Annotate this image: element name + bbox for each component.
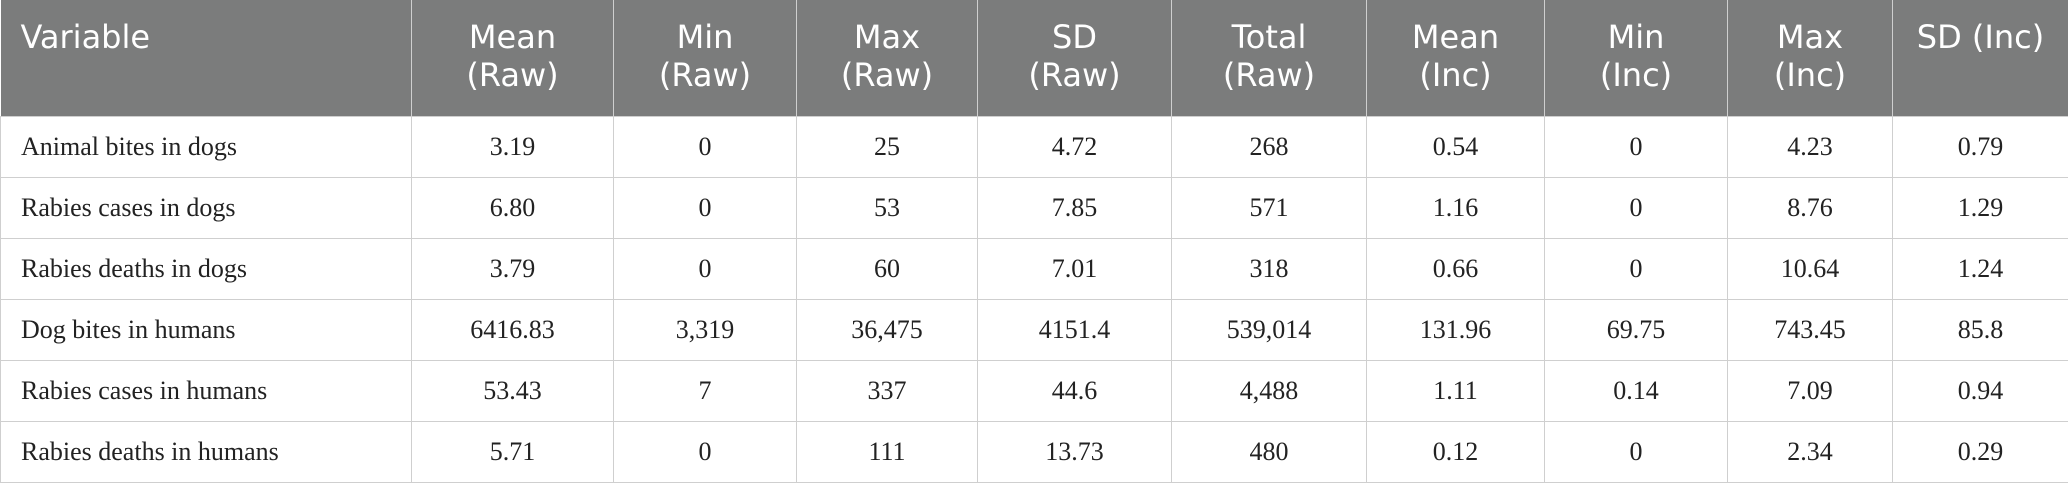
header-line: (Raw) (466, 56, 559, 94)
table-cell: 0.79 (1892, 115, 2068, 178)
table-cell: 111 (796, 420, 978, 483)
table-cell: 0.12 (1366, 420, 1545, 483)
column-header: Min (Raw) (613, 0, 797, 116)
column-header: SD (Raw) (977, 0, 1172, 116)
table-cell: 0 (1544, 176, 1728, 239)
row-label: Dog bites in humans (0, 298, 412, 361)
table-cell: 0.94 (1892, 359, 2068, 422)
table-cell: 7.01 (977, 237, 1172, 300)
row-label: Animal bites in dogs (0, 115, 412, 178)
table-cell: 8.76 (1727, 176, 1893, 239)
table-cell: 10.64 (1727, 237, 1893, 300)
table-cell: 2.34 (1727, 420, 1893, 483)
table-cell: 0 (1544, 237, 1728, 300)
table-cell: 4151.4 (977, 298, 1172, 361)
table-cell: 0.29 (1892, 420, 2068, 483)
header-line: Max (1776, 18, 1844, 56)
table-cell: 1.24 (1892, 237, 2068, 300)
table-header: Variable Mean (Raw) Min (Raw) Max (Raw) SD (Raw)… (0, 0, 2068, 116)
table-body: Animal bites in dogs 3.19 0 25 4.72 268 0.54 0 4… (0, 115, 2068, 483)
table-cell: 0 (613, 176, 797, 239)
table-cell: 25 (796, 115, 978, 178)
row-label: Rabies deaths in dogs (0, 237, 412, 300)
table-cell: 69.75 (1544, 298, 1728, 361)
table-cell: 0 (1544, 115, 1728, 178)
table-cell: 1.29 (1892, 176, 2068, 239)
table-cell: 7 (613, 359, 797, 422)
table-cell: 3.79 (411, 237, 614, 300)
table-cell: 318 (1171, 237, 1367, 300)
column-header: Min (Inc) (1544, 0, 1728, 116)
table-cell: 7.09 (1727, 359, 1893, 422)
row-label: Rabies cases in dogs (0, 176, 412, 239)
table-cell: 53 (796, 176, 978, 239)
table-cell: 0 (613, 115, 797, 178)
table-row: Rabies cases in humans 53.43 7 337 44.6 4,488… (0, 359, 2068, 422)
header-line: Variable (20, 18, 151, 56)
table-cell: 85.8 (1892, 298, 2068, 361)
table-cell: 5.71 (411, 420, 614, 483)
table-cell: 6.80 (411, 176, 614, 239)
table-cell: 4.23 (1727, 115, 1893, 178)
header-line: (Raw) (1028, 56, 1121, 94)
header-line: Mean (1411, 18, 1500, 56)
header-line: SD (1052, 18, 1097, 56)
table-cell: 1.16 (1366, 176, 1545, 239)
data-table: Variable Mean (Raw) Min (Raw) Max (Raw) SD (Raw)… (0, 0, 2068, 483)
table-cell: 743.45 (1727, 298, 1893, 361)
header-line: Total (1231, 18, 1307, 56)
table-cell: 0 (613, 237, 797, 300)
header-row: Variable Mean (Raw) Min (Raw) Max (Raw) SD (Raw)… (0, 0, 2068, 116)
column-header: Variable (0, 0, 412, 116)
table-cell: 1.11 (1366, 359, 1545, 422)
table-cell: 131.96 (1366, 298, 1545, 361)
column-header: SD (Inc) (1892, 0, 2068, 116)
table-cell: 0 (1544, 420, 1728, 483)
header-line: (Raw) (658, 56, 752, 94)
table-cell: 4,488 (1171, 359, 1367, 422)
header-line: Mean (468, 18, 557, 56)
header-line: (Inc) (1773, 56, 1847, 94)
table-cell: 3,319 (613, 298, 797, 361)
table-cell: 0.54 (1366, 115, 1545, 178)
header-line: Min (1607, 18, 1665, 56)
header-line: SD (Inc) (1916, 18, 2045, 56)
header-line: Max (853, 18, 921, 56)
column-header: Max (Inc) (1727, 0, 1893, 116)
column-header: Mean (Inc) (1366, 0, 1545, 116)
table-row: Rabies deaths in dogs 3.79 0 60 7.01 318 0.66 0… (0, 237, 2068, 300)
table-cell: 337 (796, 359, 978, 422)
table-cell: 3.19 (411, 115, 614, 178)
header-line: (Inc) (1599, 56, 1673, 94)
header-line: Min (676, 18, 734, 56)
table-cell: 0 (613, 420, 797, 483)
table-row: Rabies deaths in humans 5.71 0 111 13.73 480 0… (0, 420, 2068, 483)
column-header: Max (Raw) (796, 0, 978, 116)
table-cell: 268 (1171, 115, 1367, 178)
header-line: (Inc) (1419, 56, 1492, 94)
column-header: Total (Raw) (1171, 0, 1367, 116)
table-cell: 7.85 (977, 176, 1172, 239)
table-cell: 571 (1171, 176, 1367, 239)
table-row: Dog bites in humans 6416.83 3,319 36,475 415… (0, 298, 2068, 361)
table-row: Animal bites in dogs 3.19 0 25 4.72 268 0.54 0 4… (0, 115, 2068, 178)
table-cell: 13.73 (977, 420, 1172, 483)
table-cell: 6416.83 (411, 298, 614, 361)
table-cell: 36,475 (796, 298, 978, 361)
row-label: Rabies deaths in humans (0, 420, 412, 483)
table-cell: 480 (1171, 420, 1367, 483)
row-label: Rabies cases in humans (0, 359, 412, 422)
table-row: Rabies cases in dogs 6.80 0 53 7.85 571 1.16 0 8… (0, 176, 2068, 239)
table-cell: 60 (796, 237, 978, 300)
table-cell: 53.43 (411, 359, 614, 422)
table-cell: 0.66 (1366, 237, 1545, 300)
table-cell: 4.72 (977, 115, 1172, 178)
header-line: (Raw) (840, 56, 934, 94)
column-header: Mean (Raw) (411, 0, 614, 116)
header-line: (Raw) (1222, 56, 1316, 94)
table-cell: 539,014 (1171, 298, 1367, 361)
table-cell: 44.6 (977, 359, 1172, 422)
table-cell: 0.14 (1544, 359, 1728, 422)
